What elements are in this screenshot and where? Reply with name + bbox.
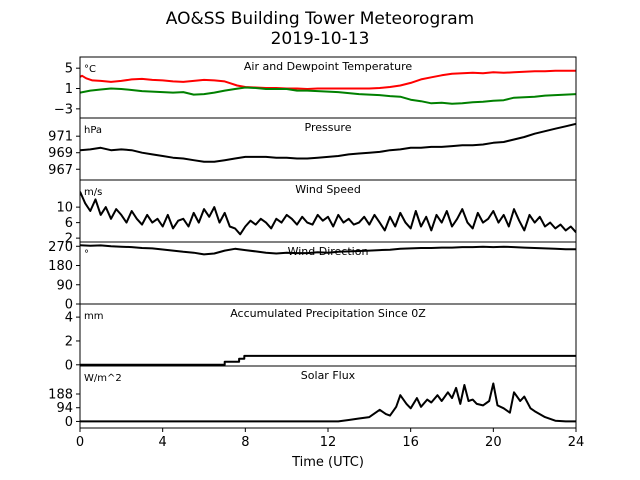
precipitation-units-label: mm xyxy=(84,311,103,322)
figure-title-line2: 2019-10-13 xyxy=(271,29,370,49)
x-axis: 0 4 8 12 16 20 24 xyxy=(76,428,584,450)
panels: −3 1 5 °C Air and Dewpoint Temperature 967 969… xyxy=(48,56,577,430)
x-axis-label: Time (UTC) xyxy=(291,455,364,470)
xtick-label: 4 xyxy=(159,435,167,450)
precipitation-series-1-line xyxy=(80,354,576,366)
precipitation-ytick-label: 0 xyxy=(65,358,73,373)
wind-direction-ytick-label: 180 xyxy=(48,259,73,274)
wind-direction-ytick-label: 0 xyxy=(65,298,73,313)
xtick-label: 20 xyxy=(485,435,502,450)
figure-title-line1: AO&SS Building Tower Meteorogram xyxy=(166,9,474,29)
precipitation-ytick-label: 2 xyxy=(65,334,73,349)
solar-flux-ytick-label: 0 xyxy=(65,415,73,430)
wind-direction-series-1-line xyxy=(80,244,576,256)
xtick-label: 16 xyxy=(402,435,419,450)
pressure-series-1-line xyxy=(80,122,576,163)
solar-flux-ytick-label: 188 xyxy=(48,388,73,403)
solar-flux-units-label: W/m^2 xyxy=(84,373,122,384)
wind-speed-ytick-label: 6 xyxy=(65,216,73,231)
wind-direction-units-label: ° xyxy=(84,249,89,260)
solar-flux-series-1-line xyxy=(80,382,576,423)
solar-flux-ytick-label: 94 xyxy=(56,401,73,416)
pressure-ytick-label: 969 xyxy=(48,146,73,161)
xtick-label: 24 xyxy=(568,435,585,450)
temperature-units-label: °C xyxy=(84,64,96,75)
wind-speed-ytick-label: 10 xyxy=(56,201,73,216)
pressure-ytick-label: 971 xyxy=(48,130,73,145)
pressure-ytick-label: 967 xyxy=(48,163,73,178)
pressure-units-label: hPa xyxy=(84,125,102,136)
wind-direction-ytick-label: 270 xyxy=(48,240,73,255)
xtick-label: 8 xyxy=(241,435,249,450)
wind-speed-ytick-label: 2 xyxy=(65,232,73,247)
xtick-label: 0 xyxy=(76,435,84,450)
temperature-series-2-line xyxy=(80,86,576,105)
solar-flux-title: Solar Flux xyxy=(301,369,356,382)
panel-precipitation: 0 2 4 mm Accumulated Precipitation Since 0Z xyxy=(65,303,577,373)
wind-direction-title: Wind Direction xyxy=(288,245,369,258)
precipitation-title: Accumulated Precipitation Since 0Z xyxy=(230,307,426,320)
pressure-title: Pressure xyxy=(305,121,352,134)
wind-speed-title: Wind Speed xyxy=(295,183,361,196)
panel-wind-direction: 0 90 180 270 ° Wind Direction xyxy=(48,240,577,313)
temperature-ytick-label: 1 xyxy=(65,82,73,97)
wind-speed-units-label: m/s xyxy=(84,187,102,198)
temperature-title: Air and Dewpoint Temperature xyxy=(244,60,412,73)
wind-direction-ytick-label: 90 xyxy=(56,278,73,293)
temperature-series-1-line xyxy=(80,69,576,90)
xtick-label: 12 xyxy=(320,435,337,450)
temperature-ytick-label: −3 xyxy=(54,102,73,117)
precipitation-ytick-label: 4 xyxy=(65,311,73,326)
temperature-ytick-label: 5 xyxy=(65,62,73,77)
panel-temperature: −3 1 5 °C Air and Dewpoint Temperature xyxy=(54,56,577,119)
wind-speed-series-1-line xyxy=(80,191,576,236)
